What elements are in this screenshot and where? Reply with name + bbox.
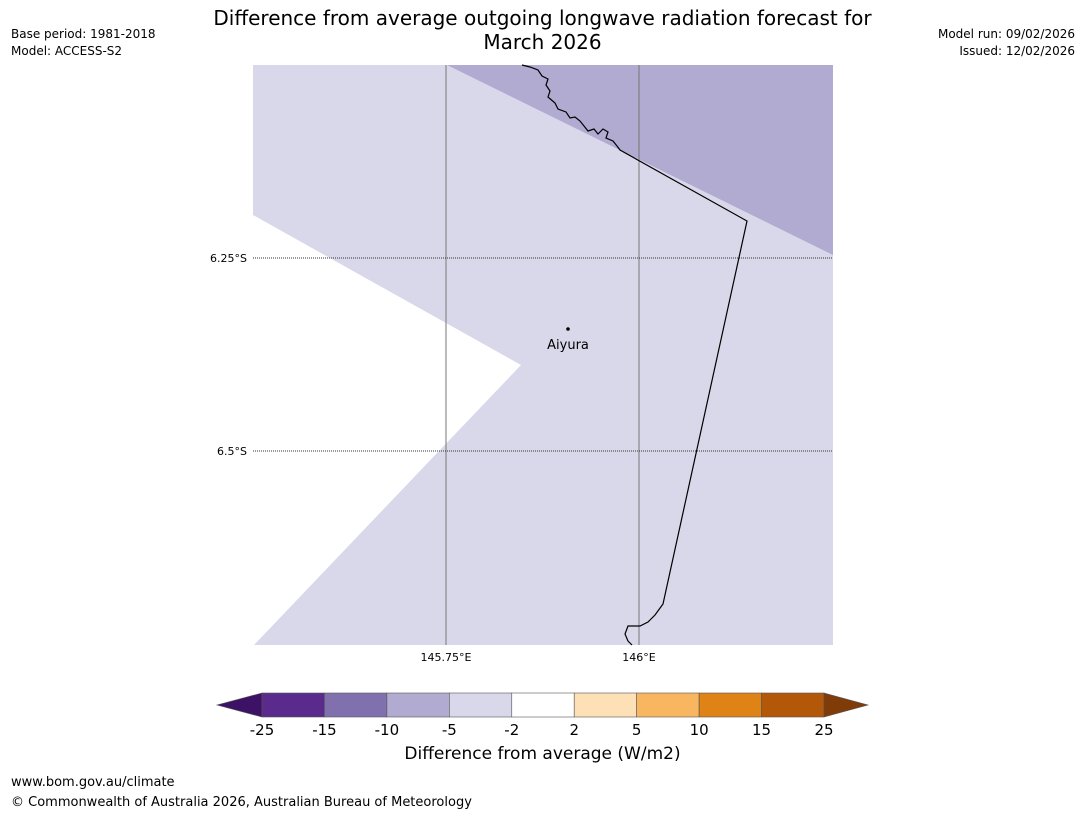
colorbar-segment xyxy=(698,692,762,718)
colorbar-segment xyxy=(511,692,575,718)
colorbar-tick-label: 15 xyxy=(752,721,771,739)
colorbar-segment xyxy=(386,692,450,718)
colorbar-tick-label: 2 xyxy=(569,721,579,739)
colorbar-segment xyxy=(261,692,325,718)
colorbar-tick-label: -25 xyxy=(250,721,275,739)
colorbar-segment xyxy=(761,692,825,718)
meta-right: Model run: 09/02/2026 Issued: 12/02/2026 xyxy=(938,26,1075,60)
lon-label-145-75: 145.75°E xyxy=(421,651,472,664)
colorbar-tick-label: -2 xyxy=(504,721,519,739)
colorbar-tick-label: 25 xyxy=(814,721,833,739)
meta-left: Base period: 1981-2018 Model: ACCESS-S2 xyxy=(11,26,156,60)
colorbar-tick-label: 5 xyxy=(632,721,642,739)
chart-title: Difference from average outgoing longwav… xyxy=(150,6,935,54)
aiyura-label: Aiyura xyxy=(547,338,589,353)
province-boundary xyxy=(521,64,748,646)
issued-date: Issued: 12/02/2026 xyxy=(959,44,1075,58)
colorbar-tick-label: -10 xyxy=(375,721,400,739)
colorbar-segment xyxy=(449,692,513,718)
aiyura-marker xyxy=(566,327,570,331)
model-name: Model: ACCESS-S2 xyxy=(11,44,123,58)
model-run: Model run: 09/02/2026 xyxy=(937,27,1075,41)
title-line-2: March 2026 xyxy=(483,30,602,54)
colorbar-label: Difference from average (W/m2) xyxy=(404,744,681,764)
lat-label-6-5: 6.5°S xyxy=(217,445,247,458)
colorbar-segment xyxy=(324,692,388,718)
lat-label-6-25: 6.25°S xyxy=(210,252,247,265)
colorbar-arrow-low xyxy=(215,692,263,718)
base-period: Base period: 1981-2018 xyxy=(11,27,156,41)
title-line-1: Difference from average outgoing longwav… xyxy=(213,6,872,30)
anomaly-region-light xyxy=(253,65,833,645)
colorbar-tick-label: -15 xyxy=(312,721,337,739)
colorbar-arrow-high xyxy=(823,692,870,718)
colorbar-tick-label: 10 xyxy=(690,721,709,739)
colorbar-segment xyxy=(573,692,637,718)
anomaly-region-medium xyxy=(447,65,833,255)
colorbar-segment xyxy=(636,692,700,718)
footer-url: www.bom.gov.au/climate xyxy=(11,775,175,790)
colorbar-tick-label: -5 xyxy=(442,721,457,739)
footer-copyright: © Commonwealth of Australia 2026, Austra… xyxy=(11,795,472,810)
lon-label-146: 146°E xyxy=(622,651,655,664)
